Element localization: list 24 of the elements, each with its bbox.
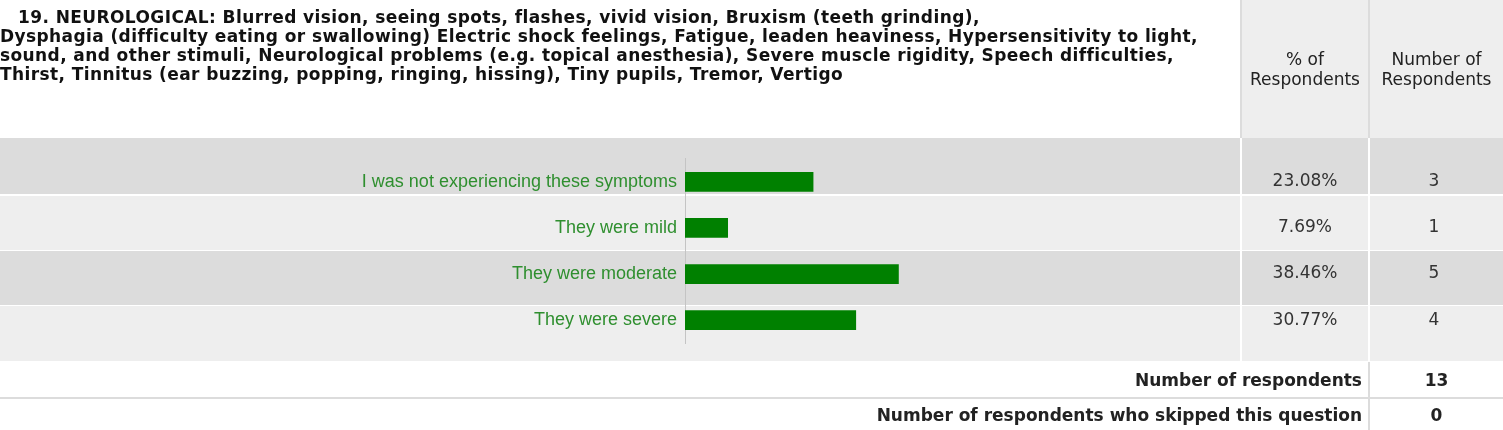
text: 4 <box>1428 308 1440 329</box>
text: 19. NEUROLOGICAL: Blurred vision, seeing spots, flashes, vivid vision, Bruxism (teeth grinding), <box>17 7 981 27</box>
y-tick-label: They were moderate <box>511 263 677 284</box>
text: 13 <box>1370 362 1503 397</box>
text: 3 <box>1428 170 1440 191</box>
chart-subtitle: Dysphagia (difficulty eating or swallowing) Electric shock feelings, Fatigue, leaden heaviness, Hypersensitivity to light, sound, and other stimuli, Neurological problems (e.g. topical anesthesia), Severe muscle rigidity, Speech difficulties, Thirst, Tinnitus (ear buzzing, popping, ringing, hissing), Tiny pupils, Tremor, Vertigo <box>0 26 1199 84</box>
text: 1 <box>1428 216 1440 237</box>
data-label: 7.69% <box>1277 216 1333 237</box>
data-label: 30.77% <box>1272 308 1338 329</box>
y-tick-label: They were severe <box>533 309 677 330</box>
text: Number of Respondents <box>1370 0 1503 138</box>
bar <box>685 218 729 238</box>
text: 0 <box>1370 399 1503 430</box>
y-tick-label: They were mild <box>554 216 677 237</box>
text: Number of respondents who skipped this question <box>0 399 1368 430</box>
text: % of Respondents <box>1242 0 1368 138</box>
text: Number of respondents <box>0 362 1368 397</box>
text: 5 <box>1428 262 1440 283</box>
y-tick-label: I was not experiencing these symptoms <box>361 170 677 191</box>
bar <box>685 310 857 330</box>
data-label: 23.08% <box>1272 170 1338 191</box>
data-label: 38.46% <box>1272 262 1338 283</box>
bar <box>685 172 814 192</box>
bar <box>685 264 899 284</box>
